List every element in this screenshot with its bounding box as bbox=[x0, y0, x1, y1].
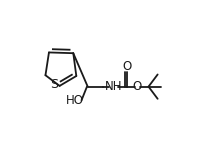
Text: NH: NH bbox=[105, 80, 122, 93]
Text: O: O bbox=[133, 80, 142, 93]
Text: O: O bbox=[123, 60, 132, 73]
Text: S: S bbox=[51, 78, 59, 91]
Text: HO: HO bbox=[66, 94, 84, 107]
